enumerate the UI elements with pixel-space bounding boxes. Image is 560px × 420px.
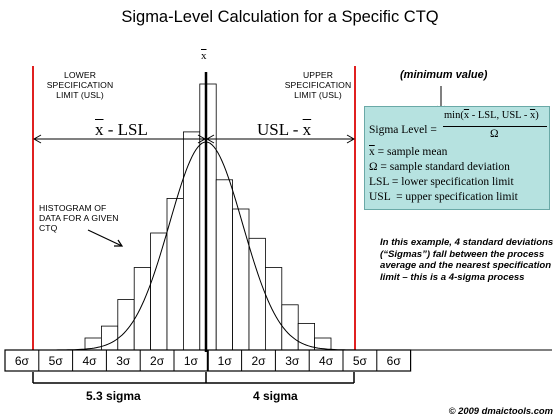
- right-distance-xbar: x: [302, 120, 312, 139]
- lsl-label-line: LOWER: [63, 70, 96, 80]
- histogram-bar: [133, 267, 151, 351]
- sigma-scale-label: 6σ: [15, 354, 30, 368]
- left-distance-arrow: [32, 134, 207, 144]
- page-title: Sigma-Level Calculation for a Specific C…: [121, 8, 439, 26]
- formula-numerator: min(x - LSL, USL - x): [444, 110, 539, 121]
- definition-symbol: LSL: [369, 176, 390, 188]
- histogram-bar: [232, 208, 250, 351]
- sigma-scale-label: 4σ: [319, 354, 334, 368]
- definition-text: = sample mean: [374, 146, 448, 158]
- histogram-bar: [166, 197, 184, 351]
- histogram-bar: [101, 325, 119, 351]
- histogram-bar: [182, 131, 201, 351]
- left-sigma-total: 5.3 sigma: [86, 389, 141, 403]
- histogram-bar: [264, 267, 283, 351]
- sigma-scale-label: 3σ: [285, 354, 300, 368]
- histogram-bar: [150, 232, 168, 351]
- sigma-scale-label: 2σ: [150, 354, 165, 368]
- right-distance-label: USL - x: [257, 120, 311, 140]
- numerator-post: - LSL, USL -: [469, 110, 530, 121]
- sigma-scale-label: 1σ: [218, 354, 233, 368]
- formula-denominator: Ω: [490, 128, 499, 140]
- definition-symbol: USL: [369, 191, 391, 203]
- usl-label: UPPER SPECIFICATION LIMIT (USL): [276, 70, 360, 100]
- right-distance-rest: USL -: [257, 120, 303, 139]
- sigma-scale-label: 3σ: [116, 354, 131, 368]
- sigma-scale-label: 5σ: [49, 354, 64, 368]
- definition-row: x = sample mean: [369, 146, 447, 158]
- sigma-scale-label: 4σ: [82, 354, 97, 368]
- histogram-bar: [215, 179, 233, 351]
- definition-text: = upper specification limit: [390, 191, 518, 203]
- numerator-pre: min(: [444, 110, 464, 121]
- histogram-bar: [281, 304, 299, 351]
- histogram-label-line: DATA FOR A GIVEN: [39, 213, 119, 223]
- formula-lhs: Sigma Level =: [369, 124, 437, 136]
- usl-label-line: LIMIT (USL): [294, 90, 342, 100]
- left-distance-label: x - LSL: [95, 120, 148, 140]
- mean-symbol: x: [201, 50, 207, 62]
- definition-row: Ω = sample standard deviation: [369, 161, 510, 173]
- sigma-scale: 6σ 5σ 4σ 3σ 2σ 1σ 1σ 2σ 3σ 4σ 5σ 6σ: [4, 349, 412, 372]
- histogram-label-line: CTQ: [39, 223, 58, 233]
- histogram-label-line: HISTOGRAM OF: [39, 203, 107, 213]
- left-distance-rest: - LSL: [103, 120, 148, 139]
- usl-label-line: UPPER: [302, 70, 334, 80]
- histogram-bar: [297, 322, 316, 351]
- histogram-label: HISTOGRAM OF DATA FOR A GIVEN CTQ: [39, 203, 139, 233]
- definition-text: = sample standard deviation: [377, 161, 510, 173]
- minimum-value-label: (minimum value): [400, 69, 488, 81]
- right-sigma-total: 4 sigma: [253, 389, 298, 403]
- definition-symbol: Ω: [369, 161, 378, 173]
- lsl-label-line: LIMIT (USL): [56, 90, 104, 100]
- fraction-bar: [443, 126, 547, 127]
- sigma-scale-label: 6σ: [387, 354, 402, 368]
- histogram-pointer-arrow: [87, 229, 124, 247]
- sigma-scale-label: 5σ: [353, 354, 368, 368]
- sigma-brackets: [32, 372, 355, 384]
- mean-symbol-text: x: [201, 50, 207, 62]
- definition-text: = lower specification limit: [389, 176, 514, 188]
- usl-label-line: SPECIFICATION: [284, 80, 352, 90]
- copyright: © 2009 dmaictools.com: [448, 405, 553, 416]
- numerator-xbar2: x: [529, 110, 536, 121]
- definition-row: LSL = lower specification limit: [369, 176, 514, 188]
- right-distance-arrow: [205, 134, 356, 144]
- definition-row: USL = upper specification limit: [369, 191, 518, 203]
- lsl-label: LOWER SPECIFICATION LIMIT (USL): [38, 70, 122, 100]
- left-distance-xbar: x: [95, 120, 104, 139]
- sigma-scale-label: 2σ: [251, 354, 266, 368]
- example-note: In this example, 4 standard deviations (…: [380, 237, 554, 283]
- histogram-bar: [199, 83, 217, 351]
- sigma-scale-label: 1σ: [184, 354, 199, 368]
- histogram: [8, 83, 552, 351]
- numerator-close: ): [535, 110, 539, 121]
- lsl-label-line: SPECIFICATION: [46, 80, 114, 90]
- definition-symbol: x: [369, 146, 375, 158]
- numerator-xbar: x: [463, 110, 470, 121]
- histogram-bar: [117, 299, 135, 351]
- normal-curve: [40, 141, 384, 351]
- formula-box: Sigma Level = min(x - LSL, USL - x) Ω x …: [364, 106, 550, 210]
